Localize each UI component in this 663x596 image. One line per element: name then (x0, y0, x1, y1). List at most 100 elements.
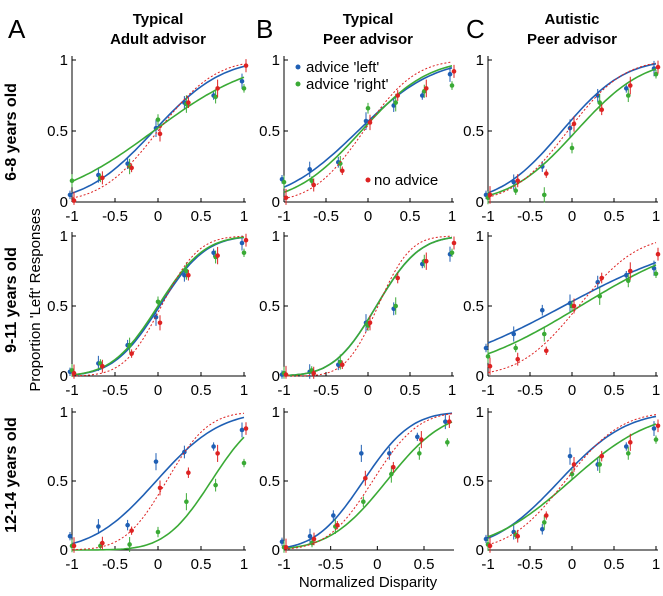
fit-curve-none (284, 235, 453, 377)
x-tick-label: -1 (65, 556, 78, 573)
y-tick-label: 0 (272, 368, 280, 385)
data-point-none (543, 348, 549, 354)
y-tick-label: 0 (476, 368, 484, 385)
data-point-none (363, 475, 368, 481)
x-tick-label: 0.5 (400, 382, 421, 399)
data-point-left (96, 524, 101, 529)
data-point-right (449, 250, 455, 256)
data-point-left (595, 279, 601, 285)
data-point-none (391, 464, 396, 470)
data-point-none (571, 303, 577, 309)
fit-curve-none (487, 414, 657, 546)
data-point-right (184, 268, 189, 274)
panel-r3-c1: 0 0.5 1 -1 -0.5 0 0.5 1 (47, 404, 249, 573)
data-point-left (483, 536, 489, 542)
data-point-none (157, 320, 163, 326)
y-tick-label: 0.5 (47, 473, 68, 490)
data-point-right (361, 499, 366, 505)
data-point-left (239, 79, 245, 84)
y-tick-label: 0.5 (259, 473, 280, 490)
panel-r2-c1: 0 0.5 1 -1 -0.5 0 0.5 1 (47, 228, 249, 399)
data-point-right (625, 451, 631, 456)
legend-right-marker (295, 81, 301, 87)
data-point-left (67, 533, 73, 539)
data-point-none (186, 470, 191, 476)
legend-right-label: advice 'right' (306, 76, 389, 93)
x-tick-label: 0.5 (604, 208, 625, 225)
data-point-right (213, 94, 218, 100)
y-tick-label: 1 (476, 228, 484, 245)
data-point-right (449, 83, 455, 88)
x-tick-label: 0 (568, 556, 576, 573)
x-tick-label: -0.5 (102, 382, 128, 399)
data-point-none (487, 543, 493, 549)
data-point-left (539, 527, 545, 532)
x-tick-label: 0 (568, 208, 576, 225)
x-tick-label: -1 (277, 556, 290, 573)
y-tick-label: 1 (272, 52, 280, 69)
data-point-none (423, 86, 429, 91)
data-point-left (153, 459, 159, 464)
x-tick-label: 0 (154, 208, 162, 225)
y-tick-label: 1 (60, 52, 68, 69)
data-point-left (483, 345, 489, 351)
data-point-none (129, 528, 134, 533)
data-point-none (157, 131, 163, 137)
x-tick-label: 1 (240, 556, 248, 573)
data-point-left (623, 444, 629, 449)
data-point-none (655, 64, 661, 70)
data-point-right (569, 145, 575, 151)
y-tick-label: 0 (60, 368, 68, 385)
data-point-right (127, 342, 132, 348)
y-tick-label: 0.5 (259, 123, 280, 140)
data-point-none (283, 372, 289, 377)
data-point-right (127, 542, 132, 547)
fit-curve-left (71, 416, 245, 545)
data-point-right (541, 192, 547, 198)
data-point-none (367, 120, 373, 125)
x-tick-label: 0 (154, 382, 162, 399)
data-point-none (543, 171, 549, 176)
data-point-left (387, 451, 392, 456)
x-tick-label: 0 (154, 556, 162, 573)
y-tick-label: 0.5 (47, 298, 68, 315)
x-tick-label: 1 (240, 208, 248, 225)
data-point-none (215, 451, 220, 456)
data-point-right (309, 540, 315, 546)
data-point-none (395, 93, 401, 98)
x-tick-label: -0.5 (102, 556, 128, 573)
data-point-none (157, 485, 163, 491)
data-point-left (359, 451, 364, 456)
x-tick-label: 1 (448, 382, 456, 399)
column-a-title-line1: Typical (133, 11, 184, 28)
data-point-left (279, 539, 285, 545)
column-a-title-line2: Adult advisor (110, 31, 206, 48)
data-point-none (71, 370, 77, 376)
panel-r1-c3: 0 0.5 1 -1 -0.5 0 0.5 1 (463, 52, 661, 225)
data-point-right (597, 293, 603, 299)
data-point-none (311, 536, 317, 542)
panel-r3-c2: 0 0.5 1 -1 -0.5 0 0.5 (259, 404, 454, 573)
data-point-left (67, 192, 73, 198)
fit-curve-none (71, 63, 245, 199)
panels-group: 0 0.5 1 -1 -0.5 0 0.5 1 0 0.5 1 -1 -0.5 0 0.5 1 0 0.5 1 -1 -… (47, 52, 661, 573)
data-point-none (447, 419, 452, 424)
data-point-none (487, 363, 493, 369)
data-point-left (415, 434, 420, 440)
data-point-none (339, 362, 345, 368)
data-point-right (155, 117, 161, 122)
y-tick-label: 0.5 (463, 123, 484, 140)
data-point-none (311, 370, 317, 376)
data-point-none (571, 462, 577, 467)
data-point-right (541, 520, 547, 525)
fit-curve-right (487, 423, 657, 538)
data-point-none (129, 351, 134, 356)
data-point-none (335, 522, 340, 528)
data-point-none (599, 453, 605, 459)
data-point-right (184, 499, 189, 505)
y-tick-label: 1 (60, 228, 68, 245)
fit-curve-none (487, 242, 657, 373)
y-tick-label: 1 (476, 52, 484, 69)
data-point-none (243, 237, 249, 243)
x-tick-label: -1 (277, 208, 290, 225)
